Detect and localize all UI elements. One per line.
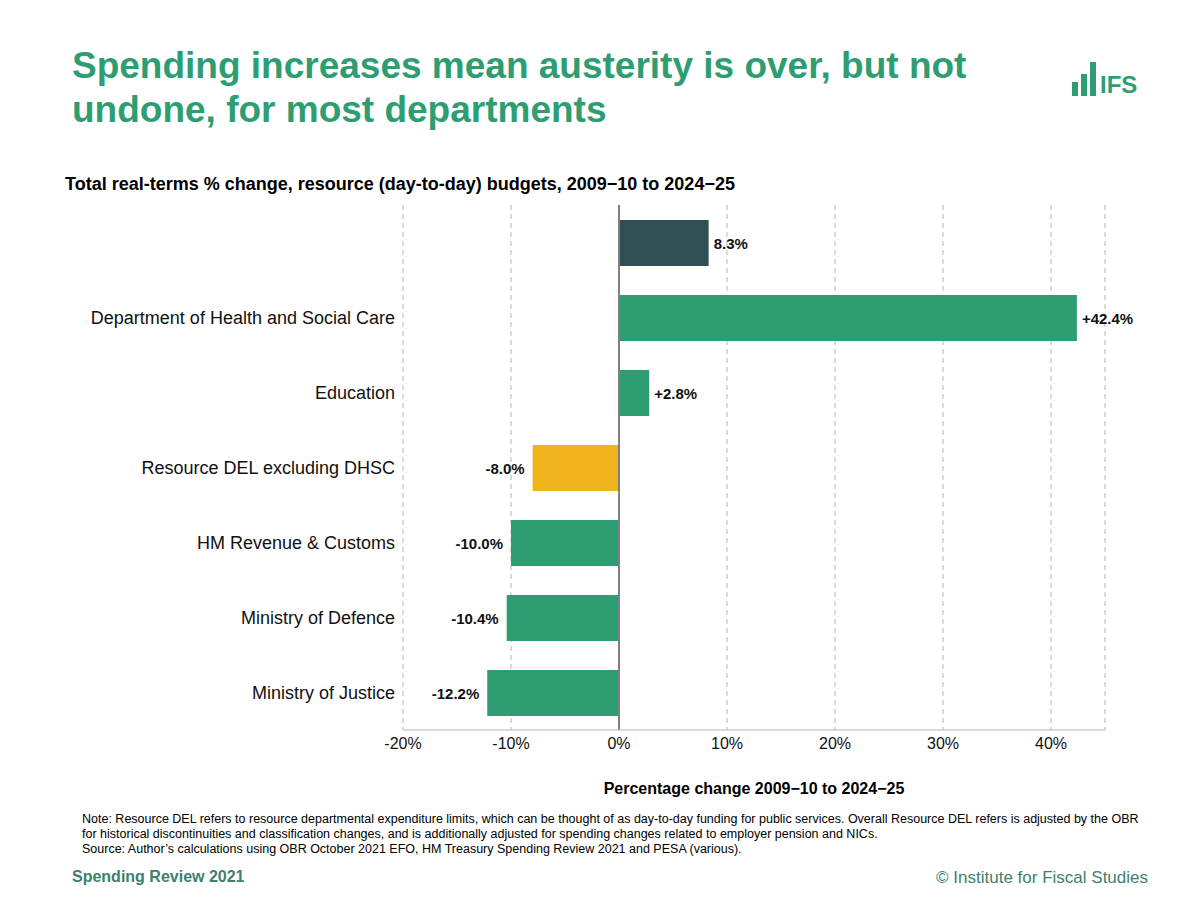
svg-text:Department of Health and Socia: Department of Health and Social Care: [91, 308, 395, 328]
html-text:Percentage change 2009−10 to 2: Percentage change 2009−10 to 2024−25: [603, 780, 905, 797]
svg-text:Resource DEL excluding DHSC: Resource DEL excluding DHSC: [142, 458, 395, 478]
svg-text:-10.4%: -10.4%: [451, 610, 499, 627]
html-text:Note: Resource DEL refers to r: Note: Resource DEL refers to resource de…: [82, 812, 1139, 841]
svg-text:HM Revenue & Customs: HM Revenue & Customs: [197, 533, 395, 553]
html-text:Spending increases mean auster: Spending increases mean austerity is ove…: [72, 45, 967, 130]
svg-text:-12.2%: -12.2%: [432, 685, 480, 702]
svg-text:Ministry of Justice: Ministry of Justice: [252, 683, 395, 703]
svg-text:8.3%: 8.3%: [714, 235, 748, 252]
html-text:Source: Author’s calculations: Source: Author’s calculations using OBR …: [82, 842, 742, 856]
svg-text:+42.4%: +42.4%: [1082, 310, 1133, 327]
svg-text:30%: 30%: [927, 735, 959, 752]
svg-text:-20%: -20%: [384, 735, 421, 752]
svg-text:0%: 0%: [607, 735, 630, 752]
html-text:Spending Review 2021: Spending Review 2021: [72, 868, 245, 885]
svg-text:Education: Education: [315, 383, 395, 403]
svg-text:-10%: -10%: [492, 735, 529, 752]
html-text:Total real-terms % change, res: Total real-terms % change, resource (day…: [65, 174, 735, 194]
svg-text:10%: 10%: [711, 735, 743, 752]
svg-text:20%: 20%: [819, 735, 851, 752]
svg-text:-8.0%: -8.0%: [485, 460, 524, 477]
svg-text:40%: 40%: [1035, 735, 1067, 752]
svg-text:Ministry of Defence: Ministry of Defence: [241, 608, 395, 628]
html-text:© Institute for Fiscal Studies: © Institute for Fiscal Studies: [936, 868, 1148, 887]
svg-text:+2.8%: +2.8%: [654, 385, 697, 402]
html-text:IFS: IFS: [1100, 71, 1138, 98]
svg-text:-10.0%: -10.0%: [455, 535, 503, 552]
